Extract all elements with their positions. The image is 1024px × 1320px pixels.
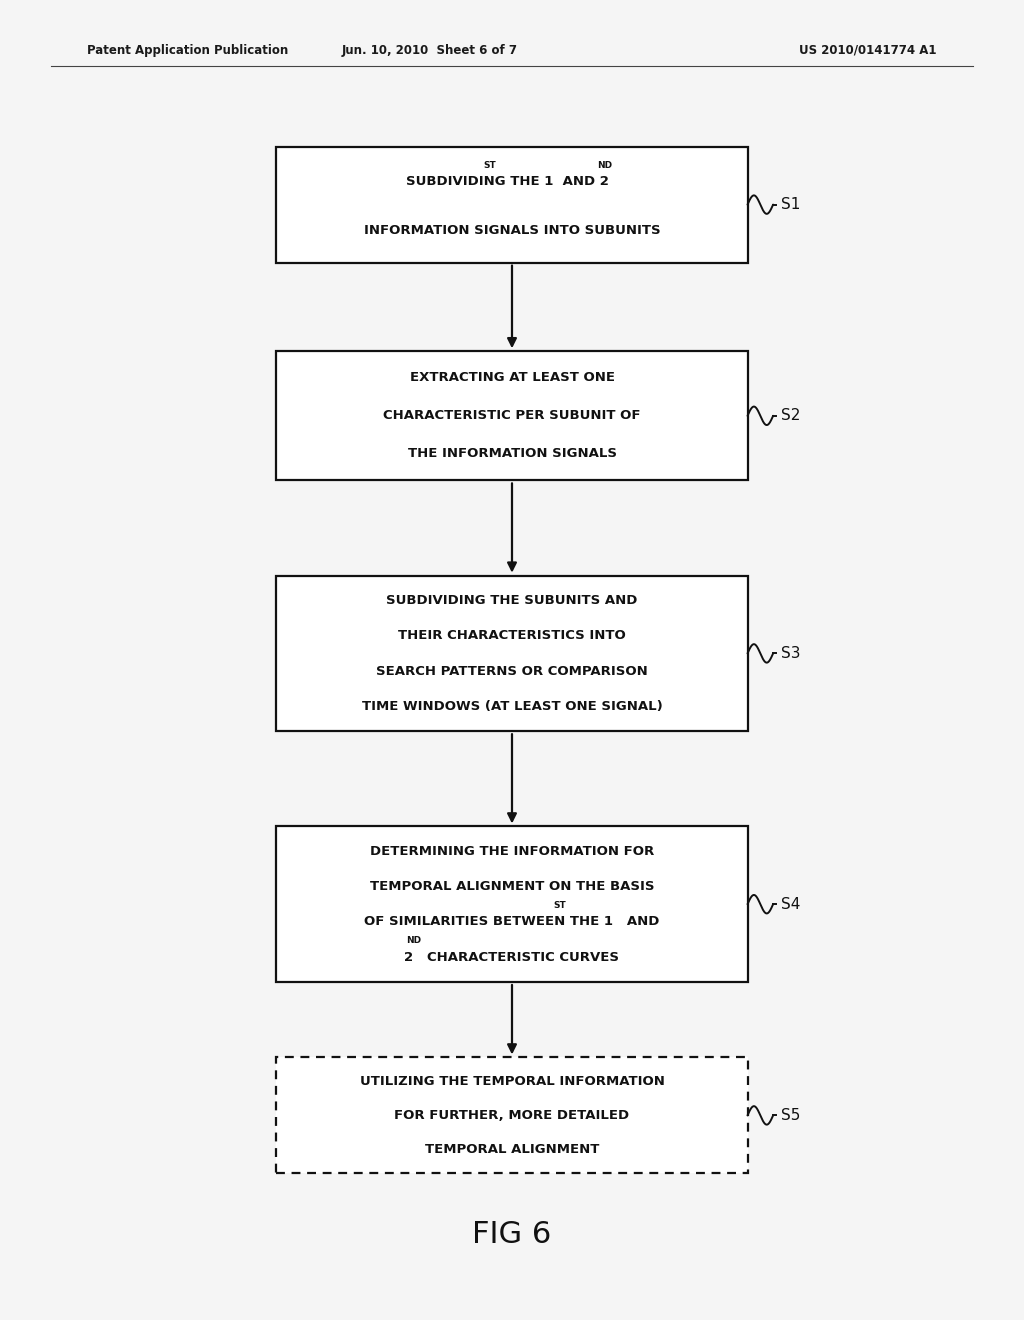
Text: S1: S1 [781,197,801,213]
Text: S5: S5 [781,1107,801,1123]
Text: INFORMATION SIGNALS INTO SUBUNITS: INFORMATION SIGNALS INTO SUBUNITS [364,223,660,236]
Text: ST: ST [553,902,565,909]
Bar [276,351,748,480]
Text: EXTRACTING AT LEAST ONE: EXTRACTING AT LEAST ONE [410,371,614,384]
Text: DETERMINING THE INFORMATION FOR: DETERMINING THE INFORMATION FOR [370,845,654,858]
Text: TIME WINDOWS (AT LEAST ONE SIGNAL): TIME WINDOWS (AT LEAST ONE SIGNAL) [361,700,663,713]
Text: Patent Application Publication: Patent Application Publication [87,44,289,57]
Bar [276,826,748,982]
Bar [276,1057,748,1173]
Text: SEARCH PATTERNS OR COMPARISON: SEARCH PATTERNS OR COMPARISON [376,664,648,677]
Text: S4: S4 [781,896,801,912]
Text: ND: ND [407,936,422,945]
Text: THE INFORMATION SIGNALS: THE INFORMATION SIGNALS [408,447,616,461]
Text: CHARACTERISTIC PER SUBUNIT OF: CHARACTERISTIC PER SUBUNIT OF [383,409,641,422]
Text: TEMPORAL ALIGNMENT ON THE BASIS: TEMPORAL ALIGNMENT ON THE BASIS [370,880,654,894]
Text: OF SIMILARITIES BETWEEN THE 1   AND: OF SIMILARITIES BETWEEN THE 1 AND [365,915,659,928]
Text: TEMPORAL ALIGNMENT: TEMPORAL ALIGNMENT [425,1143,599,1156]
Text: FIG 6: FIG 6 [472,1220,552,1249]
Text: UTILIZING THE TEMPORAL INFORMATION: UTILIZING THE TEMPORAL INFORMATION [359,1074,665,1088]
Bar [276,576,748,731]
Text: S2: S2 [781,408,801,424]
Bar [276,147,748,263]
Text: SUBDIVIDING THE 1  AND 2: SUBDIVIDING THE 1 AND 2 [406,174,618,187]
Text: ST: ST [483,161,496,169]
Text: FOR FURTHER, MORE DETAILED: FOR FURTHER, MORE DETAILED [394,1109,630,1122]
Text: 2   CHARACTERISTIC CURVES: 2 CHARACTERISTIC CURVES [404,950,620,964]
Text: THEIR CHARACTERISTICS INTO: THEIR CHARACTERISTICS INTO [398,630,626,643]
Text: SUBDIVIDING THE SUBUNITS AND: SUBDIVIDING THE SUBUNITS AND [386,594,638,607]
Text: S3: S3 [781,645,801,661]
Text: US 2010/0141774 A1: US 2010/0141774 A1 [800,44,937,57]
Text: Jun. 10, 2010  Sheet 6 of 7: Jun. 10, 2010 Sheet 6 of 7 [342,44,518,57]
Text: ND: ND [597,161,612,169]
